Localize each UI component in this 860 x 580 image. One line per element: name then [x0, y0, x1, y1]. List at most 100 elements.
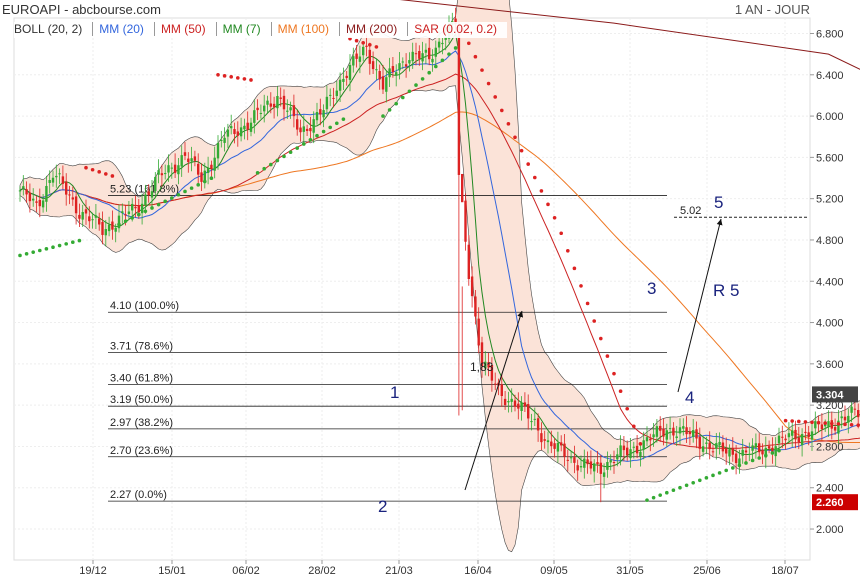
candle-body [725, 448, 728, 454]
candle [758, 433, 761, 458]
candle [523, 392, 527, 413]
sar-dot [836, 422, 841, 426]
candle-body [751, 445, 754, 451]
candle [675, 425, 678, 446]
sar-dot [321, 129, 326, 134]
candle [576, 459, 579, 481]
candle [71, 186, 74, 206]
candle-body [480, 342, 484, 367]
candle [536, 413, 540, 442]
candle [381, 64, 385, 94]
candle [632, 441, 635, 459]
candle [711, 444, 715, 457]
wave-3-label: 3 [647, 279, 656, 298]
candle [606, 451, 609, 478]
candle [530, 413, 533, 431]
candle [477, 307, 480, 354]
sar-dot [559, 231, 563, 236]
candle [210, 160, 213, 178]
sar-dot [414, 83, 418, 87]
low-price-badge [812, 494, 858, 511]
sar-dot [684, 483, 689, 488]
candle [814, 411, 817, 436]
candle-body [88, 216, 91, 222]
candle [325, 85, 329, 115]
candle [635, 434, 639, 459]
candle [556, 431, 560, 463]
sar-dot [143, 209, 148, 214]
candle [616, 447, 619, 467]
candle-body [566, 459, 569, 461]
candle-body [65, 181, 68, 195]
candle-body [731, 448, 734, 455]
sar-dot [354, 38, 359, 43]
candle-body [827, 421, 830, 428]
candle-body [107, 224, 111, 232]
candle-body [837, 420, 840, 434]
fibo-label: 4.10 (100.0%) [110, 300, 179, 312]
candle-body [48, 179, 51, 183]
candle [312, 111, 315, 144]
candle-body [411, 51, 414, 62]
sar-dot [816, 420, 821, 425]
candle-body [705, 442, 708, 444]
sar-dot [849, 422, 854, 427]
candle [738, 449, 741, 474]
candle [847, 408, 850, 434]
candle [682, 418, 685, 436]
sar-dot [546, 202, 550, 207]
sar-dot [658, 493, 662, 497]
candle-body [249, 122, 253, 132]
candle-body [101, 221, 104, 235]
sar-dot [612, 371, 616, 376]
parabolic-sar [18, 28, 860, 502]
candle-body [144, 194, 147, 206]
candle [510, 388, 513, 413]
candle-body [477, 318, 480, 346]
candle [596, 451, 599, 473]
candle-body [728, 449, 731, 457]
candle-body [68, 194, 71, 196]
candle [800, 428, 804, 457]
y-tick-label: 6.800 [816, 28, 844, 40]
sar-dot [24, 251, 29, 256]
candle [35, 195, 38, 213]
candle-body [444, 37, 447, 40]
sar-dot [467, 41, 471, 46]
x-axis: 19/12 15/01 06/02 28/02 21/03 16/04 09/05 31/05… [79, 560, 799, 577]
candle [286, 99, 289, 119]
sar-dot [632, 424, 636, 429]
candle-body [494, 383, 497, 385]
y-tick-label: 2.000 [816, 524, 844, 536]
candle [233, 122, 236, 144]
candle-body [236, 131, 239, 136]
candle-body [520, 402, 523, 412]
candle [655, 419, 659, 443]
sar-dot [130, 216, 134, 220]
candle-body [662, 428, 665, 437]
candle-body [164, 173, 167, 175]
sar-dot [453, 46, 458, 50]
sar-dot [110, 174, 115, 178]
sar-dot [407, 89, 412, 94]
fibo-label: 2.97 (38.2%) [110, 417, 173, 429]
candle [731, 437, 734, 462]
candle [388, 57, 391, 87]
x-tick-label: 18/07 [771, 565, 799, 577]
candle-body [659, 425, 662, 431]
sar-dot [678, 485, 682, 490]
candle-body [25, 189, 28, 195]
candle-body [434, 47, 437, 57]
candle [649, 433, 652, 452]
sar-dot [236, 76, 240, 80]
candle [365, 34, 368, 57]
candle [474, 290, 477, 325]
candle-body [338, 79, 342, 91]
candle [784, 434, 787, 450]
candle-body [58, 173, 61, 175]
candle [464, 193, 467, 251]
candle [593, 459, 596, 483]
sar-dot [401, 95, 405, 100]
sar-dot [724, 468, 728, 473]
candle-body [721, 442, 725, 452]
